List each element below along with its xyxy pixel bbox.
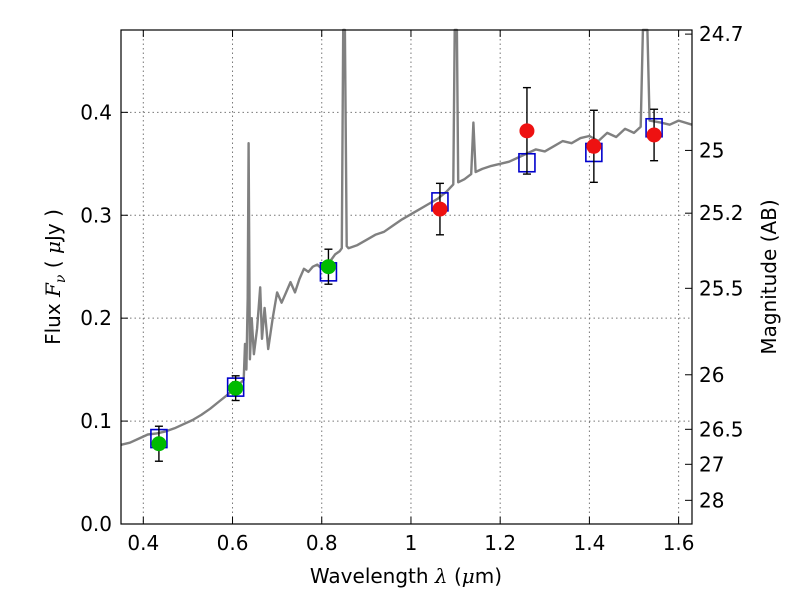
y-axis-label: Flux Fν ( μJy ) bbox=[41, 209, 69, 345]
x-axis-label: Wavelength λ (μm) bbox=[310, 564, 502, 588]
grid-lines bbox=[121, 30, 692, 524]
y2-tick-label-3: 25.5 bbox=[699, 276, 744, 300]
x-tick-label-2: 0.8 bbox=[306, 531, 338, 555]
optical-point-0 bbox=[151, 436, 167, 452]
y2-tick-label-4: 26 bbox=[699, 363, 724, 387]
plot-frame bbox=[120, 29, 693, 525]
model-photometry-series bbox=[150, 117, 663, 449]
observed-photometry-series bbox=[151, 86, 662, 462]
y-tick-label-0: 0.0 bbox=[80, 512, 112, 536]
y2-tick-label-0: 24.7 bbox=[699, 22, 744, 46]
y-tick-label-3: 0.3 bbox=[80, 203, 112, 227]
y-tick-label-2: 0.2 bbox=[80, 306, 112, 330]
y2-tick-label-2: 25.2 bbox=[699, 201, 744, 225]
x-tick-label-3: 1 bbox=[405, 531, 418, 555]
y2-tick-label-5: 26.5 bbox=[699, 417, 744, 441]
x-tick-label-0: 0.4 bbox=[127, 531, 159, 555]
axis-ticks bbox=[121, 30, 692, 525]
x-tick-labels: 0.4 0.6 0.8 1 1.2 1.4 1.6 bbox=[127, 531, 694, 555]
nir-point-1 bbox=[519, 123, 535, 139]
y2-axis-label: Magnitude (AB) bbox=[757, 199, 781, 354]
y-tick-labels: 0.0 0.1 0.2 0.3 0.4 bbox=[80, 100, 112, 536]
x-tick-label-5: 1.4 bbox=[573, 531, 605, 555]
x-tick-label-1: 0.6 bbox=[217, 531, 249, 555]
optical-point-1 bbox=[228, 380, 244, 396]
y2-tick-labels: 24.7 25 25.2 25.5 26 26.5 27 28 bbox=[699, 22, 744, 512]
optical-point-2 bbox=[320, 259, 336, 275]
y2-tick-label-7: 28 bbox=[699, 488, 724, 512]
x-tick-label-6: 1.6 bbox=[663, 531, 695, 555]
spectrum-line bbox=[120, 28, 693, 446]
y-tick-label-4: 0.4 bbox=[80, 100, 112, 124]
spectrum-series bbox=[120, 28, 693, 446]
nir-point-2 bbox=[586, 138, 602, 154]
y2-tick-label-6: 27 bbox=[699, 452, 724, 476]
y2-tick-label-1: 25 bbox=[699, 138, 724, 162]
nir-point-3 bbox=[646, 127, 662, 143]
x-tick-label-4: 1.2 bbox=[484, 531, 516, 555]
nir-point-0 bbox=[432, 201, 448, 217]
y-tick-label-1: 0.1 bbox=[80, 409, 112, 433]
